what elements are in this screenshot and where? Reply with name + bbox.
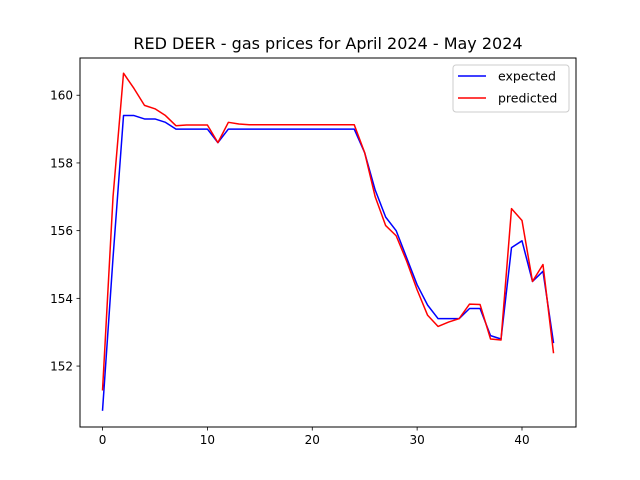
x-tick-label: 10 bbox=[200, 433, 215, 447]
x-tick-label: 30 bbox=[409, 433, 424, 447]
legend-label-predicted: predicted bbox=[498, 91, 557, 106]
legend: expected predicted bbox=[452, 64, 570, 113]
plot-area bbox=[101, 72, 555, 411]
series-line-predicted bbox=[101, 72, 555, 391]
y-tick-label: 158 bbox=[50, 156, 73, 170]
x-tick-label: 0 bbox=[99, 433, 107, 447]
y-tick-label: 154 bbox=[50, 292, 73, 306]
y-tick-label: 160 bbox=[50, 89, 73, 103]
x-tick-label: 40 bbox=[514, 433, 529, 447]
chart-title: RED DEER - gas prices for April 2024 - M… bbox=[133, 34, 522, 53]
axis-ticks: 0 10 20 30 40 152 154 156 158 160 bbox=[50, 89, 530, 447]
x-tick-label: 20 bbox=[305, 433, 320, 447]
y-tick-label: 156 bbox=[50, 224, 73, 238]
series-line-expected bbox=[101, 114, 555, 411]
legend-label-expected: expected bbox=[498, 69, 556, 84]
axes-frame bbox=[79, 57, 577, 428]
y-tick-label: 152 bbox=[50, 360, 73, 374]
